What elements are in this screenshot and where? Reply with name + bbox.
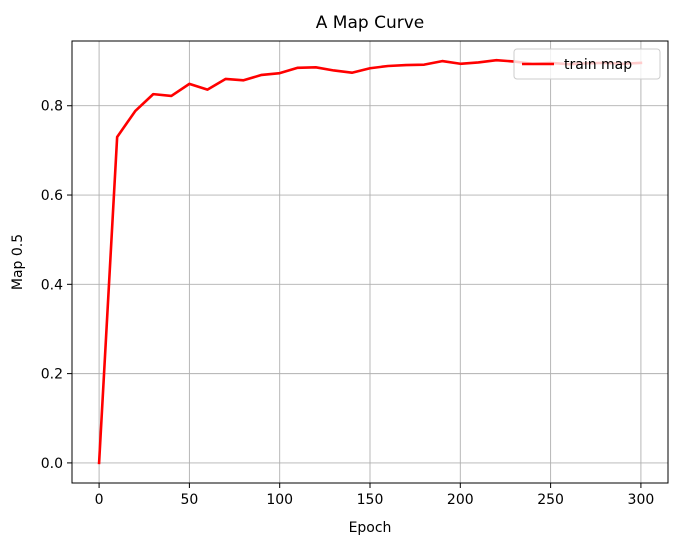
x-tick-label: 100 [266,492,293,508]
x-tick-label: 250 [537,492,564,508]
y-tick-label: 0.6 [41,188,63,204]
y-tick-label: 0.4 [41,277,63,293]
y-tick-label: 0.2 [41,367,63,383]
x-tick-label: 300 [628,492,655,508]
x-tick-label: 200 [447,492,474,508]
axis-ticks: 0 50 100 150 200 250 300 0.0 0.2 0.4 0.6 0.8 [41,99,655,508]
legend: train map [513,48,661,80]
y-tick-label: 0.0 [41,456,63,472]
chart-title: A Map Curve [316,13,424,33]
y-tick-label: 0.8 [41,99,63,115]
x-tick-label: 150 [357,492,384,508]
x-axis-label: Epoch [349,520,392,536]
legend-box [513,48,661,80]
x-tick-label: 0 [95,492,104,508]
x-tick-label: 50 [180,492,198,508]
legend-label: train map [564,57,632,73]
y-axis-label: Map 0.5 [10,234,26,290]
grid [72,41,668,483]
